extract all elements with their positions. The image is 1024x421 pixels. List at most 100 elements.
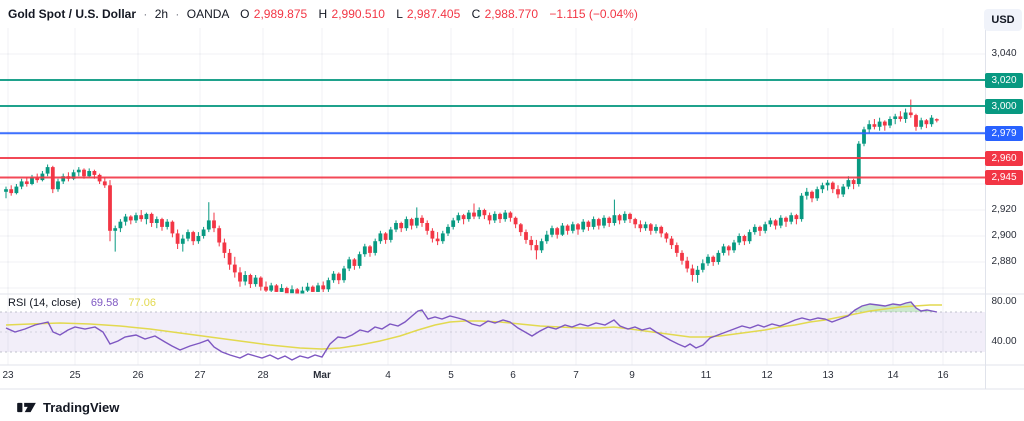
candle-body [180, 238, 185, 244]
candle-body [534, 245, 539, 251]
price-level-badge: 2,979 [985, 125, 1023, 141]
candle-body [206, 220, 211, 230]
candle-body [284, 288, 289, 294]
high-label: H [318, 7, 328, 21]
candle-body [737, 236, 742, 243]
symbol-title[interactable]: Gold Spot / U.S. Dollar [8, 7, 137, 21]
price-level-badge: 2,960 [985, 150, 1023, 166]
candle-body [243, 275, 248, 282]
candle-body [414, 217, 419, 226]
candle-body [867, 124, 872, 130]
tradingview-attribution[interactable]: TradingView [16, 399, 119, 416]
candle-body [30, 177, 34, 184]
candle-body [706, 256, 710, 264]
candle-body [612, 215, 617, 223]
candle-body [711, 256, 716, 262]
candle-body [508, 212, 513, 218]
candle-body [695, 269, 700, 275]
candle-body [435, 238, 440, 242]
price-level-badge: 3,020 [985, 72, 1023, 88]
price-axis-label: 2,880 [991, 256, 1017, 267]
candle-body [789, 215, 794, 222]
candle-body [872, 124, 877, 127]
candle-body [82, 169, 86, 177]
candle-body [451, 220, 456, 227]
candle-body [778, 217, 783, 226]
close-value: 2,988.770 [484, 7, 538, 21]
time-axis-label: 9 [629, 370, 635, 381]
chart-legend: Gold Spot / U.S. Dollar · 2h · OANDA O 2… [8, 7, 638, 21]
price-level-badge: 2,945 [985, 170, 1023, 185]
candle-body [123, 216, 128, 222]
candle-body [617, 215, 622, 221]
candle-body [149, 213, 154, 223]
currency-button[interactable]: USD [984, 9, 1022, 31]
candle-body [768, 220, 773, 225]
time-axis-label: 13 [822, 370, 834, 381]
candle-body [477, 210, 482, 217]
candle-body [882, 121, 887, 126]
candle-body [326, 280, 331, 290]
candle-body [763, 224, 768, 231]
candle-body [45, 167, 50, 174]
candle-body [253, 277, 258, 285]
candle-body [794, 215, 799, 220]
candle-body [570, 224, 575, 231]
high-value: 2,990.510 [331, 7, 385, 21]
price-level-badge: 3,000 [985, 98, 1023, 114]
candle-body [87, 171, 92, 177]
candles-group [4, 99, 939, 295]
candle-body [929, 117, 934, 125]
candle-body [841, 186, 846, 195]
low-label: L [396, 7, 403, 21]
candle-body [898, 116, 903, 119]
time-axis-label: 14 [887, 370, 899, 381]
candle-body [222, 242, 227, 253]
candle-body [685, 260, 690, 269]
candle-body [659, 226, 664, 234]
candle-body [565, 225, 570, 231]
candle-body [212, 220, 216, 229]
candle-body [186, 232, 190, 239]
candle-body [539, 241, 544, 251]
candle-body [310, 286, 315, 292]
candle-body [394, 223, 398, 230]
rsi-axis-label: 80.00 [991, 296, 1017, 307]
candle-body [581, 221, 586, 230]
candle-body [680, 252, 684, 261]
candle-body [321, 285, 326, 290]
candle-body [191, 232, 196, 242]
candle-body [139, 215, 144, 220]
candle-body [19, 181, 24, 187]
rsi-ma-value: 77.06 [128, 297, 156, 309]
candle-body [836, 189, 840, 195]
candle-body [498, 213, 502, 220]
candle-body [196, 236, 201, 242]
time-axis-label: Mar [313, 370, 331, 381]
candle-body [784, 217, 788, 222]
candle-body [76, 169, 81, 173]
candle-body [503, 212, 508, 220]
candle-body [622, 213, 627, 221]
candle-body [134, 215, 138, 221]
candle-body [357, 254, 362, 266]
rsi-line [5, 301, 938, 361]
candle-body [466, 212, 471, 220]
rsi-title[interactable]: RSI (14, close) [8, 297, 81, 309]
price-axis-label: 3,040 [991, 48, 1017, 59]
candle-body [352, 259, 357, 266]
candle-body [732, 242, 736, 251]
brand-name: TradingView [43, 400, 120, 415]
candle-body [144, 213, 149, 220]
time-axis-label: 16 [937, 370, 949, 381]
candle-body [170, 221, 175, 234]
candle-body [347, 259, 352, 269]
candle-body [108, 185, 112, 231]
candle-body [721, 246, 726, 253]
candle-body [373, 241, 378, 253]
candle-body [331, 273, 336, 281]
candle-body [544, 234, 549, 242]
candle-body [804, 191, 809, 196]
